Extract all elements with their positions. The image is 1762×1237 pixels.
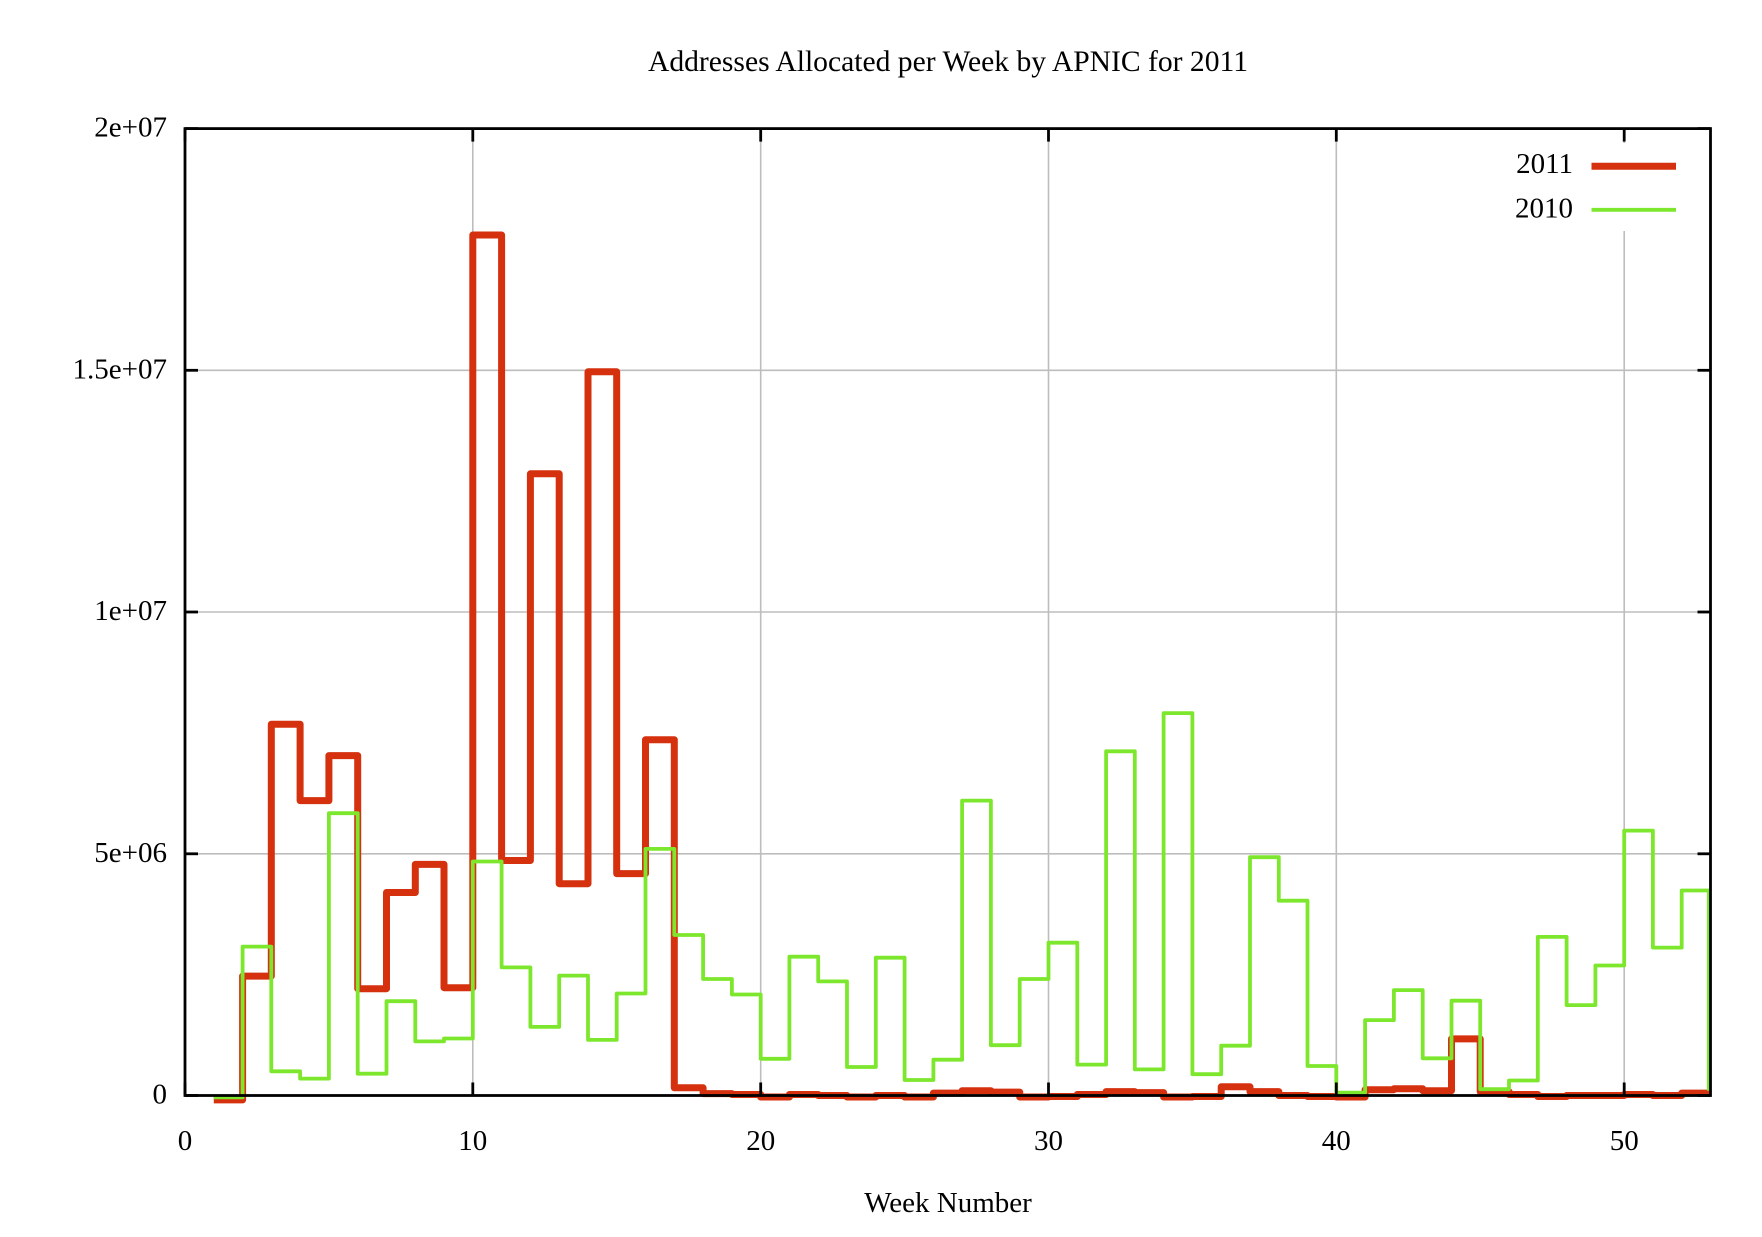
- svg-text:2011: 2011: [1516, 148, 1573, 180]
- svg-text:0: 0: [178, 1125, 193, 1157]
- svg-text:50: 50: [1610, 1125, 1639, 1157]
- svg-text:Addresses Allocated per Week b: Addresses Allocated per Week by APNIC fo…: [648, 46, 1248, 78]
- svg-text:Week Number: Week Number: [864, 1187, 1032, 1219]
- svg-text:30: 30: [1034, 1125, 1063, 1157]
- svg-text:40: 40: [1322, 1125, 1351, 1157]
- svg-text:5e+06: 5e+06: [94, 837, 167, 869]
- svg-text:1.5e+07: 1.5e+07: [73, 353, 167, 385]
- svg-text:2010: 2010: [1515, 193, 1573, 225]
- svg-text:1e+07: 1e+07: [94, 595, 167, 627]
- svg-text:20: 20: [746, 1125, 775, 1157]
- svg-text:10: 10: [458, 1125, 487, 1157]
- svg-text:2e+07: 2e+07: [94, 112, 167, 144]
- svg-text:0: 0: [153, 1079, 168, 1111]
